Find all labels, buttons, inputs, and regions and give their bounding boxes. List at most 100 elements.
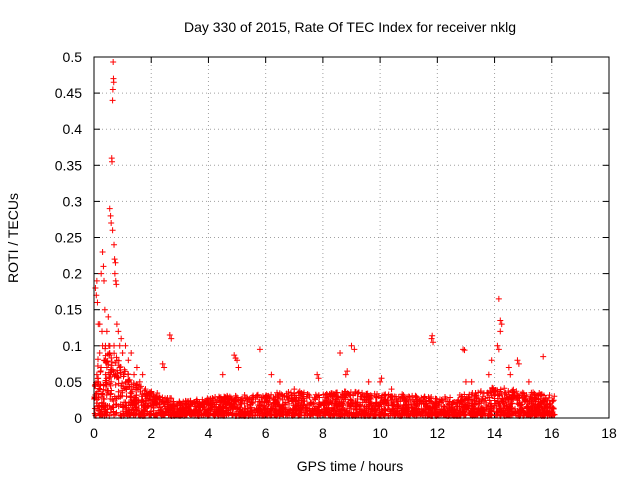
data-point <box>315 392 322 399</box>
data-point <box>462 396 469 403</box>
data-point <box>480 407 487 414</box>
data-point <box>476 399 483 406</box>
data-point <box>413 405 420 412</box>
data-point <box>495 295 502 302</box>
data-point <box>475 405 482 412</box>
data-point <box>123 408 130 415</box>
data-point <box>517 402 524 409</box>
data-point <box>466 391 473 398</box>
data-point <box>280 406 287 413</box>
data-point <box>118 382 125 389</box>
data-point <box>255 405 262 412</box>
data-point <box>110 59 117 66</box>
data-point <box>529 404 536 411</box>
data-point <box>315 404 322 411</box>
data-point <box>272 393 279 400</box>
data-point <box>96 385 103 392</box>
data-point <box>489 385 496 392</box>
x-tick-label: 10 <box>372 425 388 441</box>
data-point <box>507 371 514 378</box>
data-point <box>535 395 542 402</box>
data-point <box>108 220 115 227</box>
data-point <box>106 350 113 357</box>
data-point <box>419 407 426 414</box>
data-point <box>461 347 468 354</box>
data-point <box>139 397 146 404</box>
data-point <box>182 407 189 414</box>
data-point <box>428 335 435 342</box>
data-point <box>126 411 133 418</box>
data-point <box>103 364 110 371</box>
data-point <box>390 399 397 406</box>
data-point <box>502 389 509 396</box>
data-point <box>519 407 526 414</box>
data-point <box>221 393 228 400</box>
x-tick-label: 2 <box>147 425 155 441</box>
data-point <box>429 332 436 339</box>
data-point <box>153 401 160 408</box>
data-point <box>523 391 530 398</box>
data-point <box>209 403 216 410</box>
data-point <box>94 299 101 306</box>
data-point <box>99 248 106 255</box>
plot-frame <box>93 56 610 419</box>
data-points <box>91 59 558 419</box>
data-point <box>235 364 242 371</box>
data-point <box>188 411 195 418</box>
data-point <box>485 371 492 378</box>
data-point <box>495 346 502 353</box>
data-point <box>362 409 369 416</box>
data-point <box>126 383 133 390</box>
data-point <box>477 389 484 396</box>
data-point <box>497 328 504 335</box>
data-point <box>234 357 241 364</box>
data-point <box>234 405 241 412</box>
data-point <box>345 401 352 408</box>
data-point <box>139 371 146 378</box>
data-point <box>133 384 140 391</box>
data-point <box>94 405 101 412</box>
data-point <box>525 378 532 385</box>
data-point <box>300 398 307 405</box>
data-point <box>248 406 255 413</box>
data-point <box>131 371 138 378</box>
data-point <box>310 412 317 419</box>
data-point <box>98 270 105 277</box>
data-point <box>284 393 291 400</box>
y-tick-label: 0.4 <box>63 121 83 137</box>
data-point <box>113 321 120 328</box>
data-point <box>335 400 342 407</box>
data-point <box>298 399 305 406</box>
data-point <box>285 394 292 401</box>
data-point <box>194 402 201 409</box>
data-point <box>148 404 155 411</box>
data-point <box>361 408 368 415</box>
data-point <box>231 352 238 359</box>
data-point <box>487 412 494 419</box>
data-point <box>342 394 349 401</box>
data-point <box>241 391 248 398</box>
data-point <box>111 256 118 263</box>
data-point <box>341 408 348 415</box>
data-point <box>99 412 106 419</box>
data-point <box>248 399 255 406</box>
data-point <box>400 407 407 414</box>
data-point <box>117 369 124 376</box>
data-point <box>146 393 153 400</box>
data-point <box>503 403 510 410</box>
data-point <box>272 412 279 419</box>
data-point <box>335 393 342 400</box>
data-point <box>108 378 115 385</box>
data-point <box>372 394 379 401</box>
data-point <box>104 387 111 394</box>
data-point <box>165 404 172 411</box>
y-tick-label: 0.45 <box>55 85 82 101</box>
y-tick-label: 0.2 <box>63 266 83 282</box>
data-point <box>338 399 345 406</box>
data-point <box>129 388 136 395</box>
data-point <box>103 328 110 335</box>
data-point <box>212 403 219 410</box>
data-point <box>164 406 171 413</box>
data-point <box>525 410 532 417</box>
